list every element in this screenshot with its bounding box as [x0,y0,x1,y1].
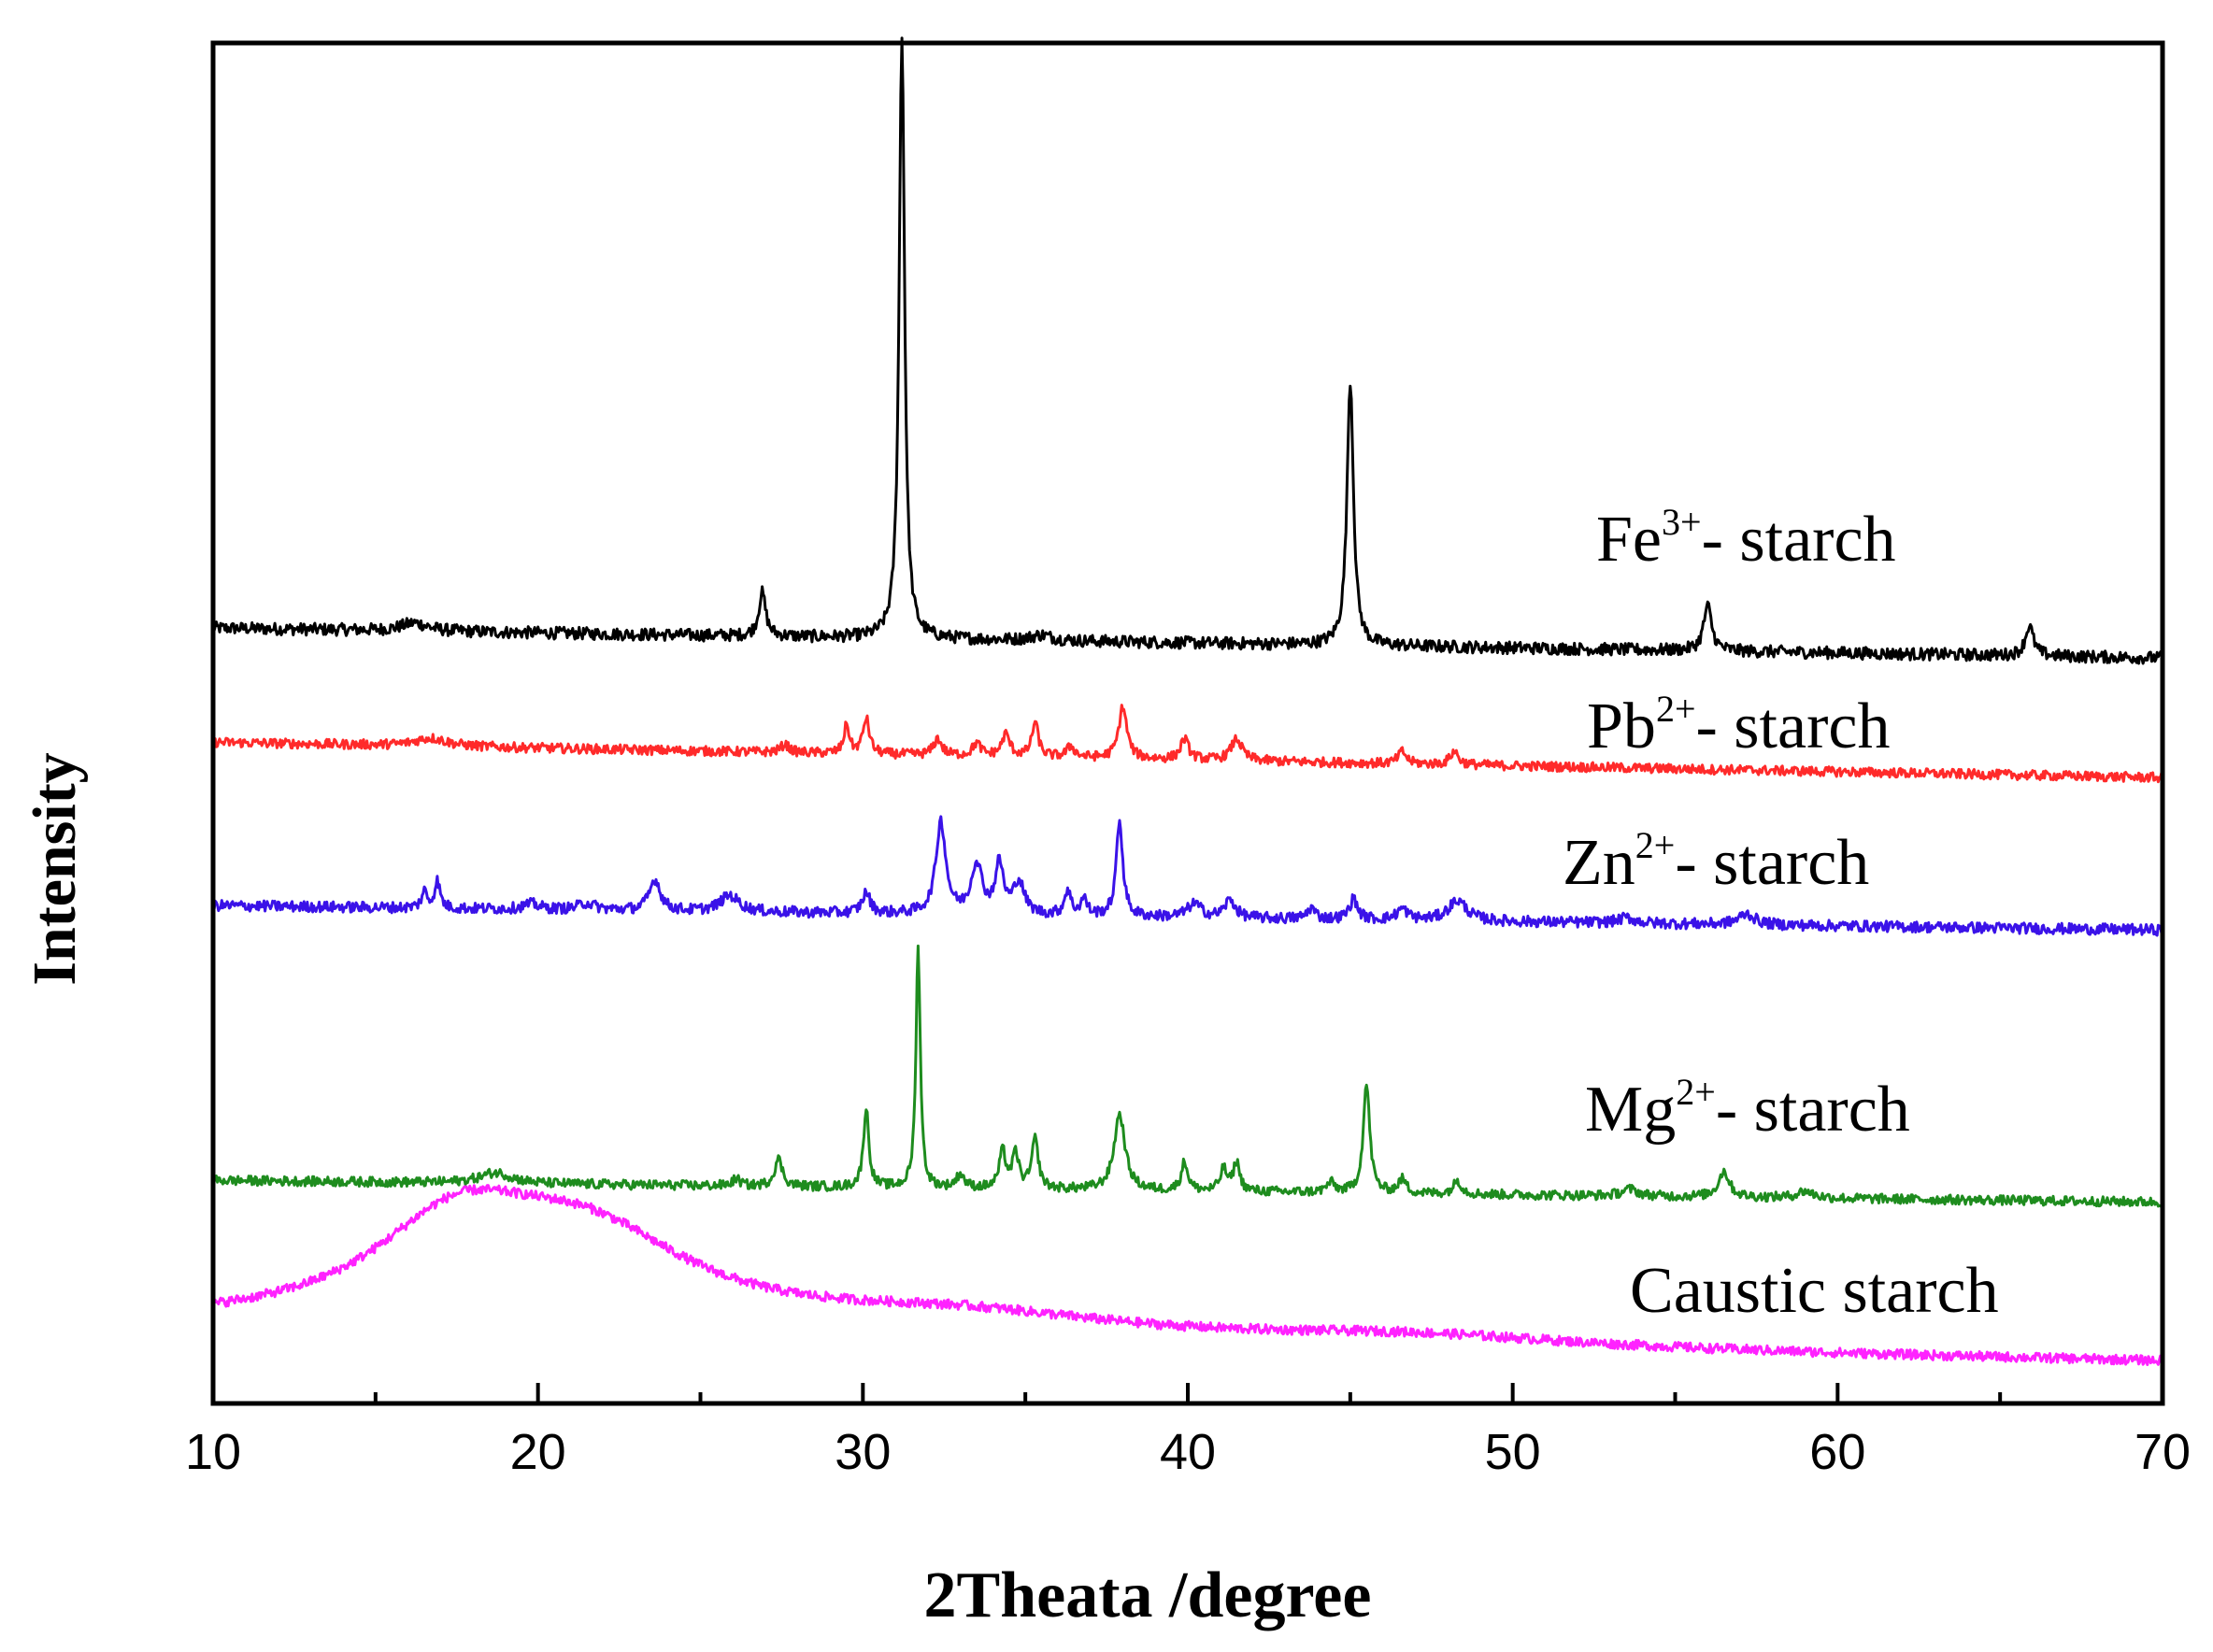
series-label-superscript: 3+ [1662,501,1702,543]
series-line-caustic [211,1184,2163,1366]
x-tick-label: 10 [185,1424,241,1480]
x-tick-label: 70 [2134,1424,2191,1480]
x-tick-label: 20 [510,1424,566,1480]
series-label-rest: - starch [1702,504,1896,576]
x-tick-label: 50 [1485,1424,1541,1480]
series-label-zn: Zn2+- starch [1563,824,1869,899]
series-line-pb [211,704,2164,784]
series-label-fe: Fe3+- starch [1596,501,1896,576]
series-line-fe [211,36,2164,665]
series-label-main: Caustic starch [1630,1255,1999,1327]
series-label-pb: Pb2+- starch [1587,688,1890,762]
series-label-mg: Mg2+- starch [1585,1071,1910,1146]
series-line-zn [211,815,2164,937]
x-tick-label: 30 [835,1424,891,1480]
series-label-caustic: Caustic starch [1630,1255,1999,1327]
series-label-superscript: 2+ [1635,824,1676,866]
series-label-rest: - starch [1675,827,1869,899]
y-axis-title: Intensity [21,752,89,985]
series-label-superscript: 2+ [1676,1071,1716,1113]
series-line-mg [211,944,2164,1208]
x-tick-label: 40 [1160,1424,1216,1480]
series-label-rest: - starch [1696,691,1891,762]
series-label-rest: - starch [1716,1074,1910,1146]
x-ticks: 10 20 30 40 50 60 70 [185,1383,2191,1480]
series-label-main: Fe [1596,504,1662,576]
series-layer [211,36,2164,1366]
x-tick-label: 60 [1809,1424,1865,1480]
x-axis-title: 2Theata /degree [924,1559,1372,1631]
series-label-main: Zn [1563,827,1635,899]
series-label-main: Mg [1585,1074,1676,1146]
series-label-main: Pb [1587,691,1656,762]
series-label-superscript: 2+ [1656,688,1696,730]
